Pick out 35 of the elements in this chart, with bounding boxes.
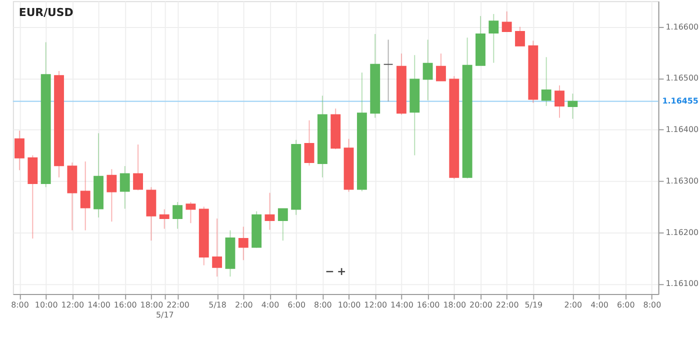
x-tick-label: 2:00 [564, 300, 582, 310]
x-tick-label: 22:00 [496, 300, 519, 310]
x-tick-label: 4:00 [590, 300, 608, 310]
x-tick-label: 20:00 [470, 300, 492, 310]
x-tick-label: 6:00 [616, 300, 635, 310]
x-tick-label: 6:00 [288, 300, 306, 310]
x-tick-label: 10:00 [338, 300, 361, 310]
x-tick-label: 18:00 [140, 300, 164, 310]
y-tick-label: 1.16400 [666, 125, 699, 134]
y-tick-label: 1.16500 [666, 74, 699, 83]
y-tick-label: 1.16300 [666, 176, 699, 186]
x-tick-label: 18:00 [443, 300, 466, 310]
x-tick-label: 14:00 [390, 300, 414, 310]
x-tick-label: 10:00 [34, 300, 58, 310]
x-tick-label: 8:00 [314, 300, 332, 310]
x-tick-label: 16:00 [114, 300, 137, 310]
y-tick-label: 1.16100 [666, 279, 699, 288]
x-tick-label: 5/18 [208, 300, 226, 310]
x-tick-label: 4:00 [261, 300, 280, 310]
ref-line-label: 1.16455 [662, 96, 698, 106]
x-tick-label: 8:00 [643, 300, 662, 310]
x-tick-label: 16:00 [416, 300, 440, 310]
x-tick-label: 2:00 [234, 300, 253, 310]
x-tick-label: 14:00 [88, 300, 110, 310]
chart-title: EUR/USD [18, 6, 74, 20]
x-tick-label: 8:00 [11, 300, 29, 310]
y-tick-label: 1.16200 [666, 228, 699, 237]
x-tick-label: 22:00 [166, 300, 190, 310]
x-tick-label: 5/17 [156, 310, 174, 320]
annotation: − [325, 265, 334, 278]
x-tick-label: 5/19 [524, 300, 543, 310]
annotation: + [336, 265, 346, 278]
x-tick-label: 12:00 [61, 300, 84, 310]
y-tick-label: 1.16600 [666, 22, 699, 32]
x-tick-label: 12:00 [364, 300, 388, 310]
